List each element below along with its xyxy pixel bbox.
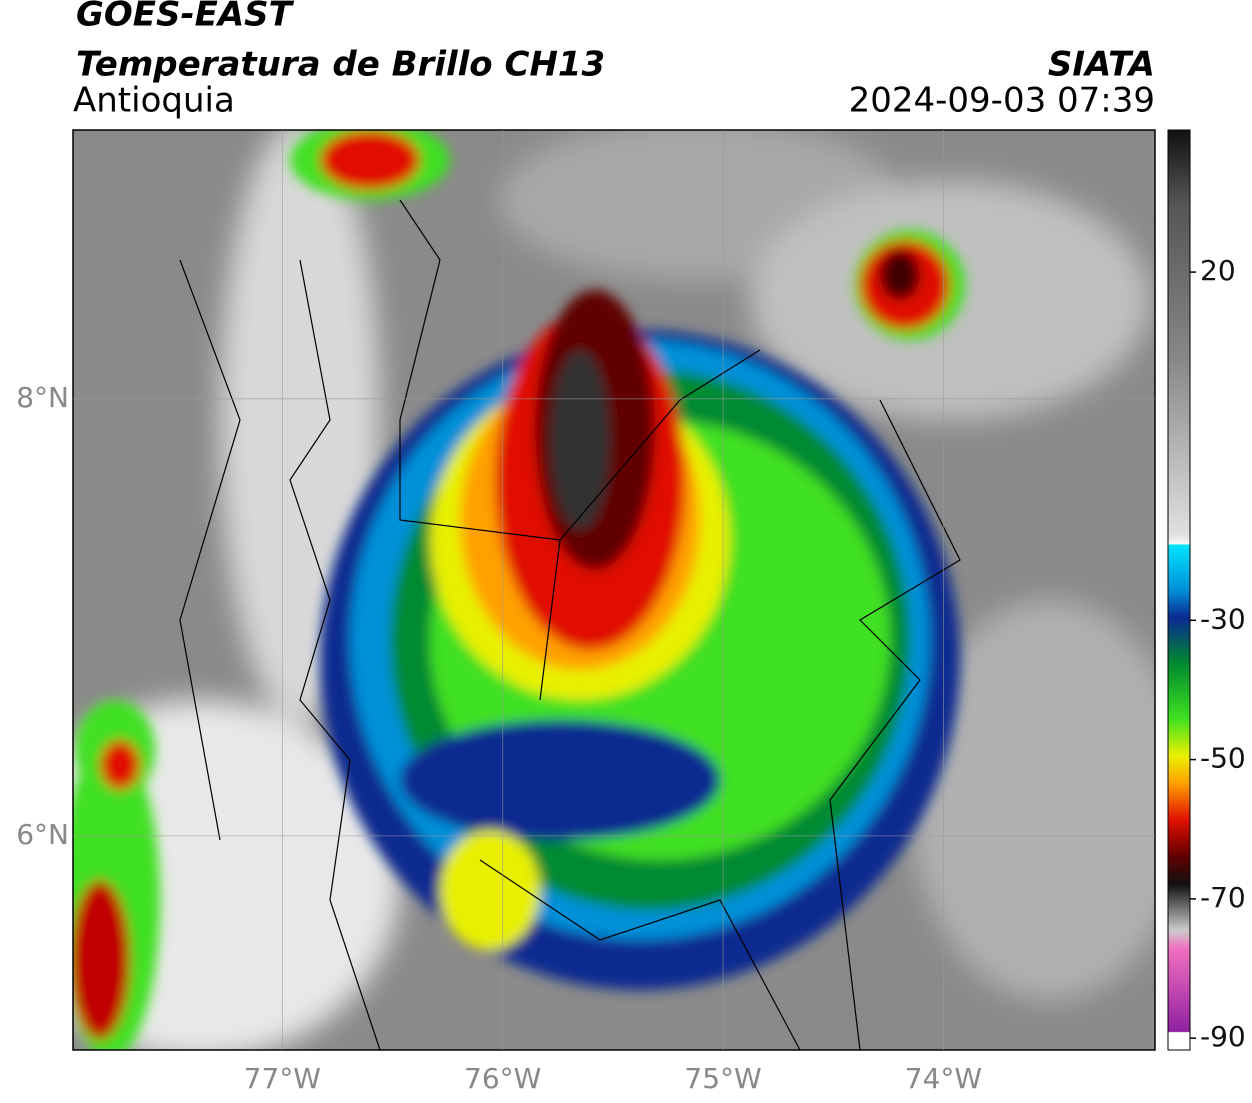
datetime: 2024-09-03 07:39 [849, 81, 1155, 121]
satellite: GOES-EAST [76, 0, 295, 35]
colorbar-tick-label: -30 [1200, 602, 1246, 635]
lat-tick-label: 6°N [16, 818, 69, 851]
title: Temperatura de Brillo CH13 [76, 45, 605, 85]
map-frame [72, 129, 1156, 1051]
colorbar-tick-label: -90 [1200, 1020, 1246, 1053]
lon-tick-label: 76°W [464, 1062, 541, 1095]
lon-tick-label: 77°W [244, 1062, 321, 1095]
lat-tick-label: 8°N [16, 381, 69, 414]
colorbar [1167, 129, 1191, 1051]
colorbar-tick-label: 20 [1200, 254, 1236, 287]
colorbar-tick-label: -50 [1200, 742, 1246, 775]
lon-tick-label: 75°W [684, 1062, 761, 1095]
lon-tick-label: 74°W [905, 1062, 982, 1095]
source: SIATA [1048, 45, 1155, 85]
colorbar-tick-label: -70 [1200, 881, 1246, 914]
imagery [73, 130, 1155, 1050]
header: GOES-EAST Temperatura de Brillo CH13 Ant… [73, 0, 1155, 121]
region: Antioquia [73, 81, 235, 121]
